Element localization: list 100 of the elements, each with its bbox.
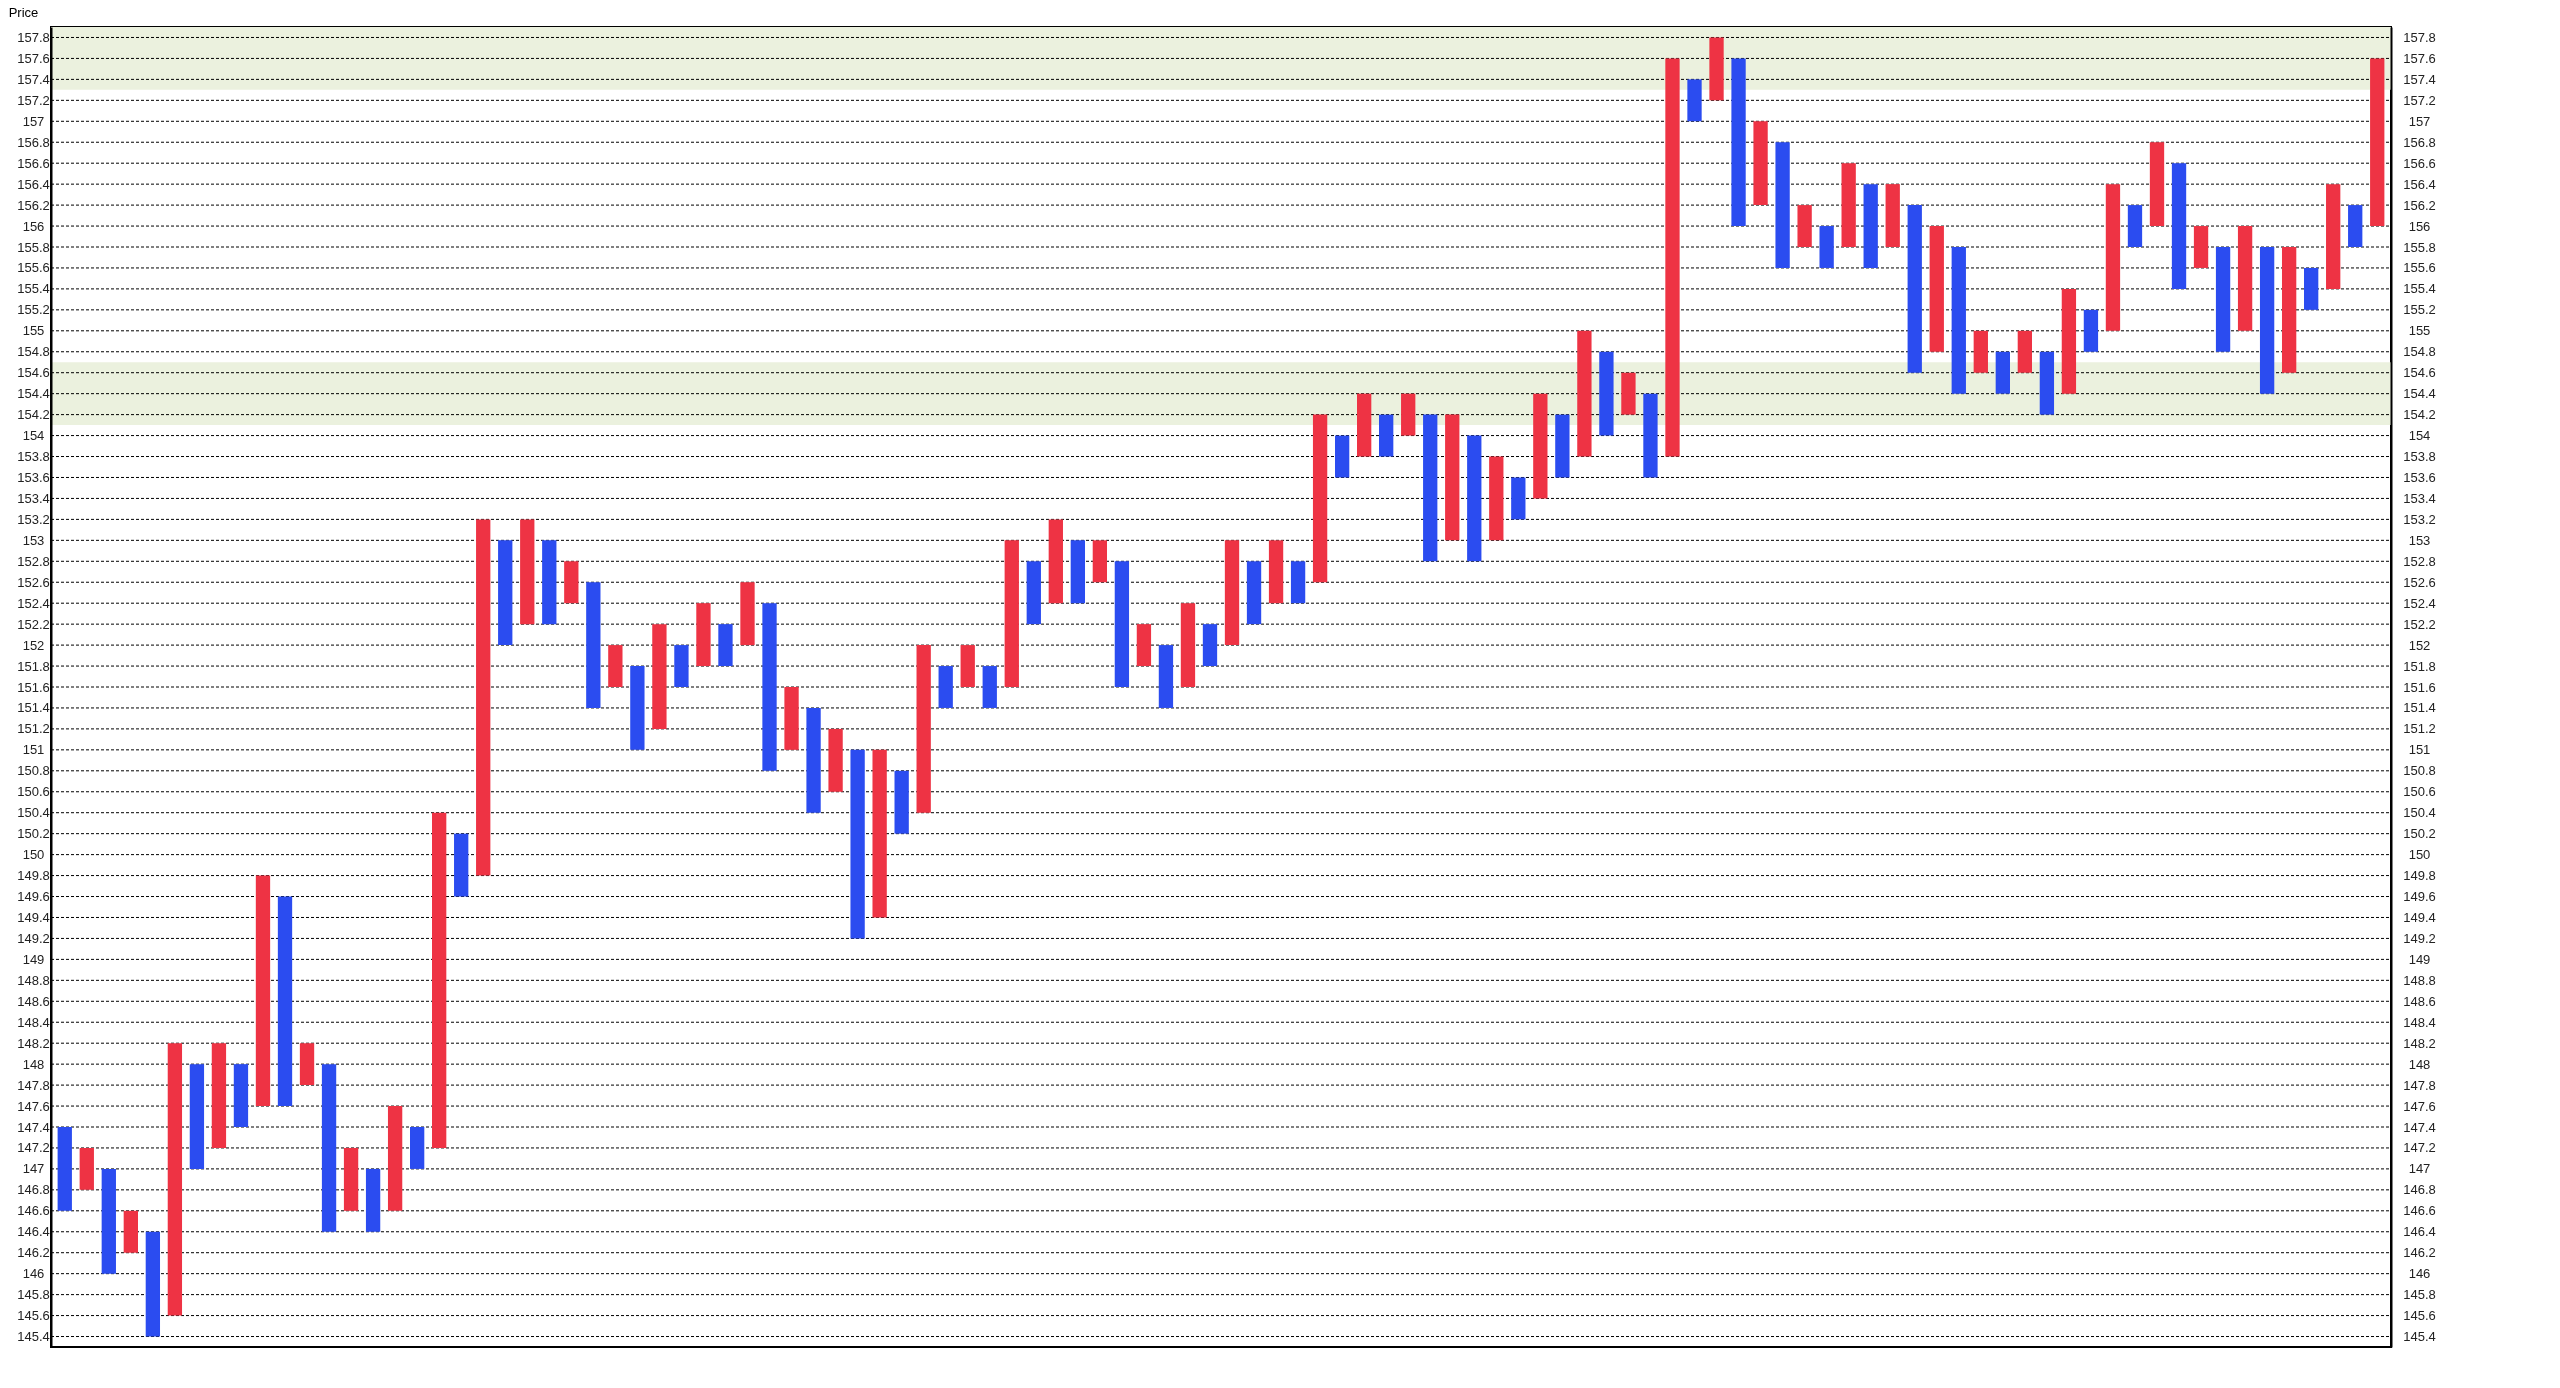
bar xyxy=(1445,414,1460,541)
bar xyxy=(1401,393,1416,436)
y-tick-label: 154.6 xyxy=(17,365,50,381)
y2-tick-label: 149.4 xyxy=(2403,909,2436,925)
bar xyxy=(409,1127,425,1169)
y2-tick-label: 148.8 xyxy=(2403,972,2436,988)
y2-tick-label: 148.6 xyxy=(2403,993,2436,1009)
y2-tick-label: 146.6 xyxy=(2403,1203,2436,1219)
y-tick-label: 153.4 xyxy=(17,490,50,506)
bar xyxy=(1775,142,1790,268)
y-tick-label: 149 xyxy=(22,951,45,967)
bar xyxy=(211,1043,227,1148)
bar xyxy=(1246,561,1262,625)
bar xyxy=(1599,351,1614,436)
bar xyxy=(2193,226,2209,268)
bar xyxy=(1555,414,1570,478)
y-tick-label: 156.8 xyxy=(17,134,50,150)
bar xyxy=(1621,372,1636,415)
bar xyxy=(123,1210,138,1253)
y2-tick-label: 148.2 xyxy=(2403,1035,2436,1051)
bar xyxy=(828,728,843,792)
y2-tick-label: 153 xyxy=(2408,532,2431,548)
y-tick-label: 150.6 xyxy=(17,784,50,800)
y-tick-label: 147 xyxy=(22,1161,45,1177)
y-tick-label: 146 xyxy=(22,1266,45,1282)
y2-tick-label: 152.2 xyxy=(2403,616,2436,632)
y2-tick-label: 153.6 xyxy=(2403,469,2436,485)
y-tick-label: 152.2 xyxy=(17,616,50,632)
bar xyxy=(1004,540,1019,687)
y-tick-label: 157.8 xyxy=(17,29,50,45)
y2-tick-label: 152.8 xyxy=(2403,553,2436,569)
bar xyxy=(343,1147,359,1211)
bar xyxy=(960,645,975,687)
y-tick-label: 146.4 xyxy=(17,1224,50,1240)
bar xyxy=(2304,267,2319,310)
y2-tick-label: 151.4 xyxy=(2403,700,2436,716)
bar xyxy=(1312,414,1328,583)
bar xyxy=(79,1147,94,1190)
y-tick-label: 149.2 xyxy=(17,930,50,946)
bar xyxy=(1951,247,1966,394)
bar xyxy=(1070,540,1085,604)
y-tick-label: 151 xyxy=(22,742,45,758)
bar xyxy=(1290,561,1306,604)
y-tick-label: 153.6 xyxy=(17,469,50,485)
bar xyxy=(872,749,887,918)
y-tick-label: 153 xyxy=(22,532,45,548)
y-tick-label: 147.6 xyxy=(17,1098,50,1114)
bar xyxy=(2348,205,2363,247)
y2-tick-label: 145.4 xyxy=(2403,1329,2436,1345)
y2-tick-label: 152.4 xyxy=(2403,595,2436,611)
y-tick-label: 149.8 xyxy=(17,868,50,884)
y-tick-label: 157.4 xyxy=(17,71,50,87)
y2-tick-label: 151.6 xyxy=(2403,679,2436,695)
y2-tick-label: 155.6 xyxy=(2403,260,2436,276)
bar xyxy=(255,875,271,1107)
y2-tick-label: 154.2 xyxy=(2403,407,2436,423)
bar xyxy=(1489,456,1504,541)
y2-tick-label: 156.2 xyxy=(2403,197,2436,213)
y-tick-label: 148.8 xyxy=(17,972,50,988)
y2-tick-label: 145.6 xyxy=(2403,1308,2436,1324)
y-tick-label: 150 xyxy=(22,847,45,863)
bar xyxy=(299,1043,315,1086)
y2-tick-label: 157.2 xyxy=(2403,92,2436,108)
bar xyxy=(101,1168,116,1274)
y2-tick-label: 151.8 xyxy=(2403,658,2436,674)
bar xyxy=(1114,561,1130,687)
bar xyxy=(630,666,645,750)
y2-tick-label: 147.8 xyxy=(2403,1077,2436,1093)
y-tick-label: 151.2 xyxy=(17,721,50,737)
y-tick-label: 152.6 xyxy=(17,574,50,590)
y2-tick-label: 146.4 xyxy=(2403,1224,2436,1240)
bar xyxy=(1180,603,1196,687)
y2-tick-label: 153.4 xyxy=(2403,490,2436,506)
bar xyxy=(762,603,777,771)
bar xyxy=(1467,435,1482,562)
y-tick-label: 149.4 xyxy=(17,909,50,925)
bar xyxy=(321,1064,337,1232)
y2-tick-label: 154.6 xyxy=(2403,365,2436,381)
y-tick-label: 150.2 xyxy=(17,826,50,842)
bar xyxy=(674,645,689,687)
y-tick-label: 157.2 xyxy=(17,92,50,108)
bar xyxy=(542,540,557,625)
bar xyxy=(652,624,667,729)
bar xyxy=(982,666,997,708)
bar xyxy=(806,707,821,813)
bar xyxy=(2149,142,2165,227)
y-tick-label: 155.8 xyxy=(17,239,50,255)
bar xyxy=(476,519,491,876)
bar xyxy=(454,833,469,897)
bar xyxy=(784,687,799,750)
bar xyxy=(2127,205,2143,247)
bar xyxy=(2017,330,2033,373)
y2-tick-label: 146 xyxy=(2408,1266,2431,1282)
y-tick-label: 150.4 xyxy=(17,805,50,821)
y-tick-label: 149.6 xyxy=(17,889,50,905)
bar xyxy=(1973,330,1988,373)
y2-tick-label: 149.8 xyxy=(2403,868,2436,884)
y-tick-label: 156.4 xyxy=(17,176,50,192)
y-tick-label: 156 xyxy=(22,218,45,234)
bar xyxy=(2259,247,2275,394)
